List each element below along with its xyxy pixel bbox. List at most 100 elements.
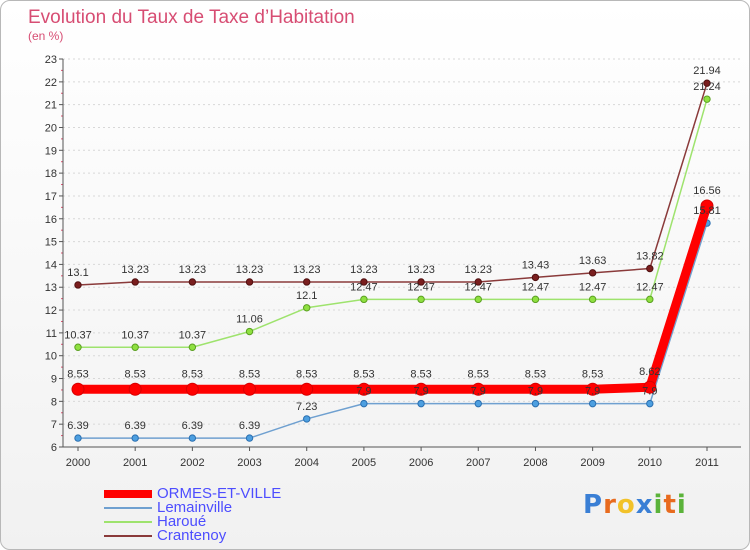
data-label: 16.56 — [693, 185, 721, 197]
data-label: 8.53 — [410, 368, 431, 380]
y-tick-label: 23 — [45, 54, 57, 66]
x-tick-label: 2004 — [294, 457, 318, 469]
data-point — [185, 382, 199, 396]
data-point — [243, 382, 257, 396]
data-point — [414, 382, 428, 396]
logo-letter: i — [676, 490, 687, 520]
data-point — [74, 343, 82, 351]
legend-label: ORMES-ET-VILLE — [157, 485, 282, 502]
series-line — [73, 201, 712, 394]
y-tick-label: 9 — [51, 374, 57, 386]
x-tick-label: 2000 — [66, 457, 90, 469]
x-tick-label: 2010 — [638, 457, 662, 469]
data-label: 15.81 — [693, 205, 721, 217]
x-tick-label: 2003 — [237, 457, 261, 469]
data-label: 12.47 — [407, 281, 435, 293]
data-label: 13.23 — [465, 264, 493, 276]
data-point — [474, 295, 482, 304]
data-label: 7.9 — [356, 386, 371, 398]
data-label: 12.47 — [636, 281, 664, 293]
legend-item-lemainville: Lemainville — [104, 499, 304, 516]
data-label: 6.39 — [124, 420, 145, 432]
data-point — [700, 199, 714, 213]
data-label: 8.53 — [353, 368, 374, 380]
chart-title: Evolution du Taux de Taxe d’Habitation — [28, 7, 355, 28]
data-point — [646, 264, 654, 273]
y-tick-label: 15 — [45, 237, 57, 249]
data-point — [188, 343, 197, 351]
data-point — [417, 278, 425, 286]
data-point — [646, 295, 654, 304]
logo-letter: P — [583, 490, 604, 520]
data-point — [128, 382, 142, 396]
data-point — [703, 95, 711, 103]
data-label: 6.39 — [67, 420, 88, 432]
legend-label: Lemainville — [157, 499, 233, 516]
data-point — [360, 278, 368, 286]
data-point — [531, 273, 540, 282]
data-point — [646, 399, 654, 408]
logo-letter: t — [663, 490, 677, 520]
data-point — [188, 278, 197, 286]
data-point — [531, 295, 540, 304]
data-label: 13.23 — [179, 264, 207, 276]
data-label: 8.53 — [182, 368, 203, 380]
y-tick-label: 12 — [45, 305, 57, 317]
data-label: 12.47 — [522, 281, 550, 293]
data-point — [474, 278, 482, 286]
data-point — [357, 382, 371, 396]
data-label: 13.23 — [407, 264, 435, 276]
data-label: 13.82 — [636, 251, 664, 263]
x-tick-label: 2002 — [180, 457, 204, 469]
y-tick-label: 20 — [45, 122, 57, 134]
y-tick-label: 16 — [45, 214, 57, 226]
data-point — [471, 382, 485, 396]
data-point — [528, 382, 542, 396]
logo-letter: i — [653, 490, 664, 520]
data-point — [245, 278, 254, 286]
legend: ORMES-ET-VILLE Lemainville Haroué Crante… — [104, 485, 304, 544]
data-point — [303, 278, 311, 286]
data-point — [588, 295, 597, 304]
data-label: 13.23 — [293, 264, 321, 276]
x-tick-label: 2008 — [523, 457, 547, 469]
logo-letter: o — [616, 490, 636, 520]
data-point — [417, 399, 425, 408]
data-label: 13.23 — [350, 264, 378, 276]
y-tick-label: 22 — [45, 77, 57, 89]
data-point — [131, 278, 139, 286]
proxiti-logo: Proxiti — [583, 490, 687, 520]
data-label: 10.37 — [121, 329, 149, 341]
data-label: 6.39 — [239, 420, 260, 432]
x-tick-label: 2001 — [123, 457, 147, 469]
data-label: 12.47 — [350, 281, 378, 293]
data-label: 7.9 — [471, 386, 486, 398]
data-label: 8.53 — [124, 368, 145, 380]
y-tick-label: 6 — [51, 442, 57, 454]
data-label: 13.23 — [121, 264, 149, 276]
data-point — [474, 399, 482, 408]
data-label: 8.53 — [582, 368, 603, 380]
y-tick-label: 21 — [45, 100, 57, 112]
data-label: 8.53 — [239, 368, 260, 380]
logo-letter: r — [603, 490, 617, 520]
legend-item-haroue: Haroué — [104, 513, 304, 530]
data-point — [245, 434, 254, 442]
legend-item-ormes-et-ville: ORMES-ET-VILLE — [104, 485, 304, 502]
data-point — [360, 295, 368, 304]
data-point — [588, 399, 597, 408]
legend-label: Haroué — [157, 513, 207, 530]
data-label: 7.9 — [413, 386, 428, 398]
x-tick-label: 2007 — [466, 457, 490, 469]
data-label: 13.63 — [579, 255, 607, 267]
data-point — [74, 434, 82, 442]
data-label: 10.37 — [179, 329, 207, 341]
data-label: 12.47 — [465, 281, 493, 293]
data-point — [300, 382, 314, 396]
data-point — [586, 382, 600, 396]
data-point — [74, 281, 82, 289]
y-tick-label: 19 — [45, 145, 57, 157]
data-point — [360, 399, 368, 408]
